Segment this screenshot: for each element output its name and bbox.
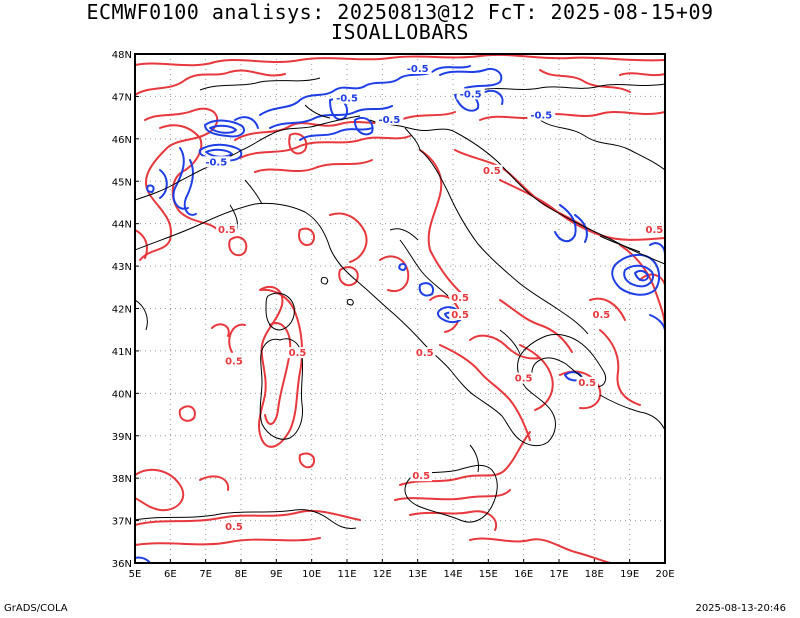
contour-labels: 0.5 0.5 0.5 0.5 0.5 0.5 0.5 0.5 0.5 0.5 0.5 0.5 0.5 -… xyxy=(202,62,666,533)
contour-label-bg xyxy=(643,224,666,236)
contour-label-bg xyxy=(223,521,245,533)
contour-label: -0.5 xyxy=(205,157,227,168)
contour-label-bg xyxy=(216,224,238,236)
lon-tick-label: 17E xyxy=(549,569,568,580)
chart-subtitle: ISOALLOBARS xyxy=(331,20,469,44)
contour-label: -0.5 xyxy=(336,94,358,105)
lat-tick-label: 40N xyxy=(112,389,132,400)
footer-credit: GrADS/COLA xyxy=(4,603,68,614)
contour-label-bg xyxy=(527,109,556,121)
contour-label-bg xyxy=(333,92,361,104)
contour-label-bg xyxy=(413,347,436,359)
contour-label: 0.5 xyxy=(416,348,434,359)
contour-label-bg xyxy=(512,372,535,384)
contour-label: -0.5 xyxy=(407,64,429,75)
contour-label: -0.5 xyxy=(460,89,482,100)
contour-label: 0.5 xyxy=(483,166,501,177)
contour-label-bg xyxy=(223,355,245,367)
lon-tick-label: 16E xyxy=(514,569,533,580)
contour-label: 0.5 xyxy=(451,293,469,304)
contour-label-bg xyxy=(481,164,503,176)
lon-tick-label: 10E xyxy=(302,569,321,580)
lon-tick-label: 11E xyxy=(337,569,356,580)
coastline-and-borders xyxy=(135,77,665,529)
lat-tick-label: 37N xyxy=(112,517,132,528)
contour-label-bg xyxy=(410,470,432,482)
lat-tick-label: 47N xyxy=(112,92,132,103)
lat-tick-label: 46N xyxy=(112,135,132,146)
lat-tick-label: 45N xyxy=(112,177,132,188)
lat-tick-label: 41N xyxy=(112,347,132,358)
contour-label-bg xyxy=(576,376,599,388)
latitude-ticks: 36N 37N 38N 39N 40N 41N 42N 43N 44N 45N 46N 47N 48N xyxy=(112,50,139,570)
contour-label: 0.5 xyxy=(646,225,664,236)
contour-label: 0.5 xyxy=(218,225,236,236)
lon-tick-label: 8E xyxy=(235,569,248,580)
footer-timestamp: 2025-08-13-20:46 xyxy=(695,603,786,614)
longitude-ticks: 5E 6E 7E 8E 9E 10E 11E 12E 13E 14E 15E 16E 17E 18E 19E… xyxy=(129,559,675,580)
contour-label: 0.5 xyxy=(412,471,430,482)
lat-tick-label: 44N xyxy=(112,220,132,231)
contour-label-bg xyxy=(449,292,471,304)
chart-title: ECMWF0100 analisys: 20250813@12 FcT: 202… xyxy=(86,0,714,24)
contour-label: 0.5 xyxy=(289,348,307,359)
contour-label: -0.5 xyxy=(378,115,400,126)
lon-tick-label: 12E xyxy=(373,569,392,580)
lon-tick-label: 13E xyxy=(408,569,427,580)
lon-tick-label: 15E xyxy=(479,569,498,580)
lon-tick-label: 7E xyxy=(199,569,212,580)
contour-label-bg xyxy=(403,62,432,74)
contour-label: 0.5 xyxy=(451,310,469,321)
lat-tick-label: 39N xyxy=(112,432,132,443)
negative-isoallobars xyxy=(135,65,665,563)
contour-label: 0.5 xyxy=(225,522,243,533)
contour-label-bg xyxy=(286,347,309,359)
lon-tick-label: 9E xyxy=(270,569,283,580)
contour-label-bg xyxy=(449,308,471,320)
lat-tick-label: 48N xyxy=(112,50,132,61)
lon-tick-label: 20E xyxy=(655,569,674,580)
lon-tick-label: 18E xyxy=(585,569,604,580)
contour-label-bg xyxy=(375,113,404,125)
lon-tick-label: 5E xyxy=(129,569,142,580)
lon-tick-label: 14E xyxy=(443,569,462,580)
lon-tick-label: 19E xyxy=(620,569,639,580)
contour-label: 0.5 xyxy=(593,310,611,321)
contour-label-bg xyxy=(456,88,485,100)
contour-label: 0.5 xyxy=(225,357,243,368)
contour-label-bg xyxy=(202,156,231,168)
lat-tick-label: 38N xyxy=(112,474,132,485)
contour-label: -0.5 xyxy=(530,111,552,122)
contour-label-bg xyxy=(590,308,613,320)
lat-tick-label: 43N xyxy=(112,262,132,273)
lon-tick-label: 6E xyxy=(164,569,177,580)
lat-tick-label: 36N xyxy=(112,559,132,570)
lat-tick-label: 42N xyxy=(112,305,132,316)
contour-label: 0.5 xyxy=(578,378,596,389)
contour-label: 0.5 xyxy=(515,374,533,385)
